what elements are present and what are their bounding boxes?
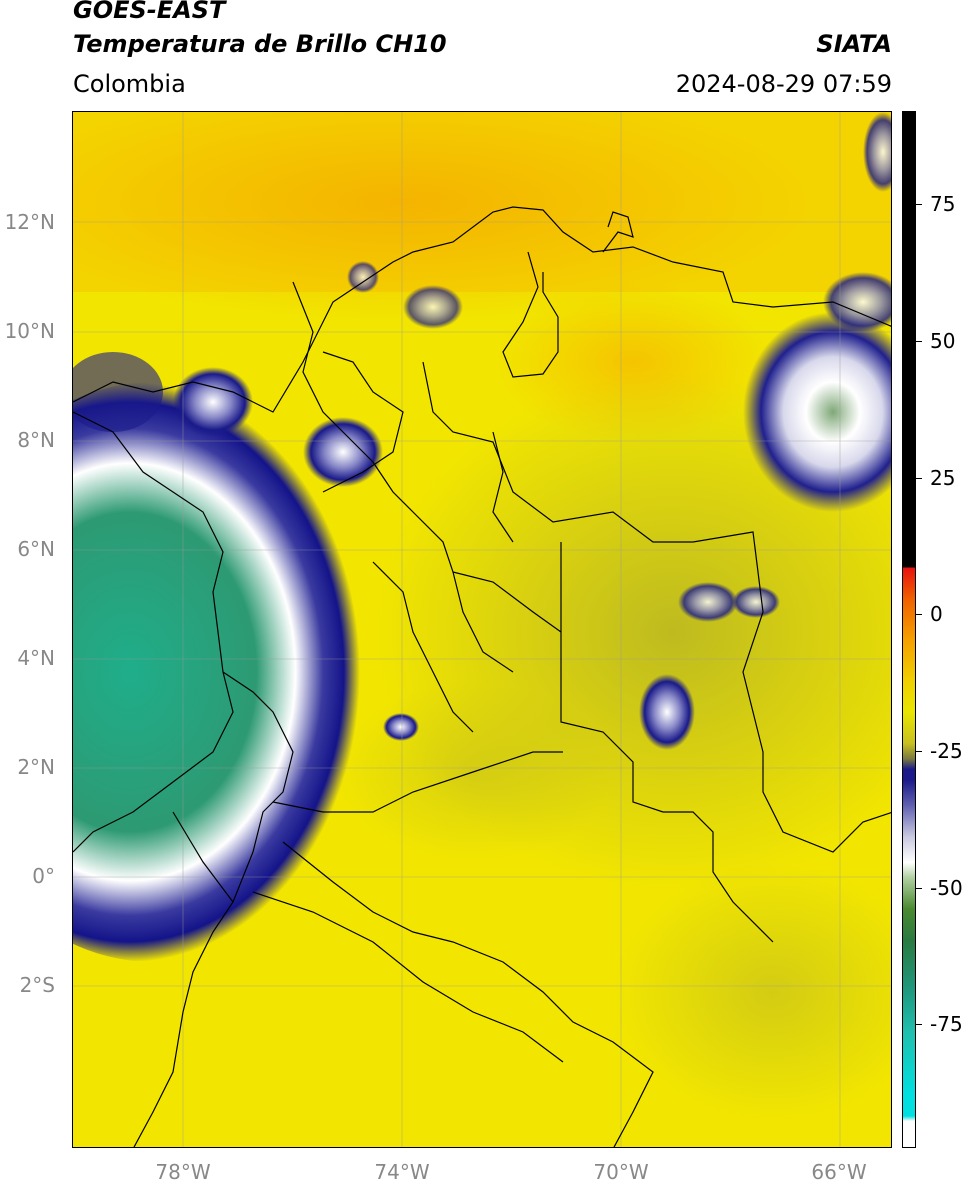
lat-label-0: 0° — [32, 864, 55, 888]
lat-label-8n: 8°N — [17, 428, 55, 452]
lon-label-74w: 74°W — [374, 1160, 430, 1184]
colorbar-label-neg50: -50 — [930, 876, 963, 900]
lon-label-66w: 66°W — [811, 1160, 867, 1184]
lon-label-70w: 70°W — [593, 1160, 649, 1184]
lat-label-12n: 12°N — [4, 210, 55, 234]
lat-label-10n: 10°N — [4, 319, 55, 343]
lat-label-2n: 2°N — [17, 755, 55, 779]
colorbar-label-50: 50 — [930, 329, 956, 353]
organization-label: SIATA — [816, 30, 892, 58]
colorbar-label-neg25: -25 — [930, 739, 963, 763]
lat-label-6n: 6°N — [17, 537, 55, 561]
satellite-map[interactable] — [72, 111, 892, 1148]
colorbar — [902, 111, 916, 1148]
colorbar-label-25: 25 — [930, 466, 956, 490]
lat-label-4n: 4°N — [17, 646, 55, 670]
graticule — [73, 112, 891, 1147]
colorbar-label-75: 75 — [930, 192, 956, 216]
satellite-title: GOES-EAST — [73, 0, 226, 24]
colorbar-label-0: 0 — [930, 602, 943, 626]
lat-label-2s: 2°S — [19, 973, 55, 997]
datetime-label: 2024-08-29 07:59 — [675, 70, 892, 98]
map-image — [73, 112, 891, 1147]
product-title: Temperatura de Brillo CH10 — [73, 30, 447, 58]
lon-label-78w: 78°W — [155, 1160, 211, 1184]
borders — [73, 206, 891, 1147]
region-label: Colombia — [73, 70, 186, 98]
colorbar-label-neg75: -75 — [930, 1012, 963, 1036]
